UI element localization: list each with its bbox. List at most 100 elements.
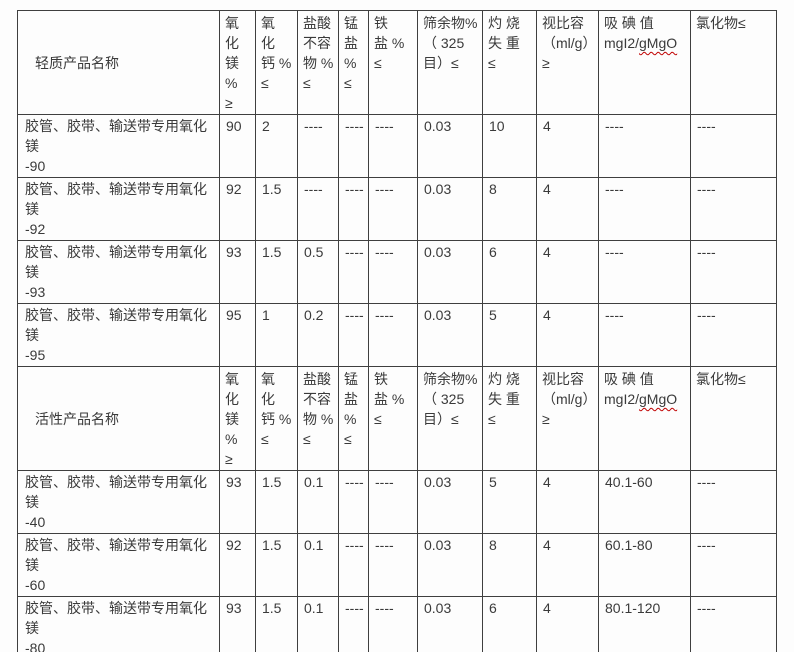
value-cell: 5 (482, 303, 537, 367)
column-header: 氯化物≤ (690, 366, 777, 471)
spellcheck-underlined-text: gMgO (639, 35, 678, 51)
table-row: 胶管、胶带、输送带专用氧化镁 -90 90 2 ---- ---- ---- 0… (17, 114, 777, 178)
column-header: 氧 化 钙 % ≤ (255, 366, 298, 471)
column-label: 视比容 （ml/g） ≥ (542, 15, 597, 71)
column-label: 锰 盐 % ≤ (344, 15, 358, 91)
product-name: 胶管、胶带、输送带专用氧化镁 (25, 537, 207, 573)
value-cell: ---- (368, 177, 418, 241)
column-label: 筛余物% （ 325 目）≤ (423, 15, 478, 71)
table-row: 胶管、胶带、输送带专用氧化镁 -80 93 1.5 0.1 ---- ---- … (17, 596, 777, 652)
value-cell: ---- (338, 177, 369, 241)
value-cell: 1.5 (255, 240, 298, 304)
value-cell: 92 (219, 177, 256, 241)
spec-table: 轻质产品名称 氧 化 镁 % ≥ 氧 化 钙 % ≤ 盐酸 不容 物 % ≤ 锰… (17, 10, 777, 652)
value-cell: ---- (690, 303, 777, 367)
column-label: 氧 化 钙 % ≤ (261, 371, 292, 447)
value-cell: ---- (690, 240, 777, 304)
value-cell: 1.5 (255, 470, 298, 534)
column-header: 锰 盐 % ≤ (338, 366, 369, 471)
value-cell: ---- (338, 470, 369, 534)
section-name-header: 轻质产品名称 (17, 10, 220, 115)
value-cell: ---- (690, 470, 777, 534)
column-header: 盐酸 不容 物 % ≤ (297, 10, 339, 115)
product-model: -93 (25, 284, 46, 300)
product-name: 胶管、胶带、输送带专用氧化镁 (25, 600, 207, 636)
column-header: 氯化物≤ (690, 10, 777, 115)
product-name: 胶管、胶带、输送带专用氧化镁 (25, 474, 207, 510)
value-cell: 0.1 (297, 470, 339, 534)
column-label: 吸 碘 值 mgI2/ (604, 15, 654, 51)
value-cell: ---- (368, 303, 418, 367)
value-cell: 0.03 (417, 596, 483, 652)
value-cell: 4 (536, 596, 599, 652)
column-label: 锰 盐 % ≤ (344, 371, 358, 447)
value-cell: 4 (536, 533, 599, 597)
value-cell: 0.1 (297, 596, 339, 652)
column-header: 氧 化 钙 % ≤ (255, 10, 298, 115)
column-label: 灼 烧 失 重 ≤ (488, 371, 520, 427)
column-label: 氯化物≤ (696, 15, 746, 31)
column-header: 吸 碘 值 mgI2/gMgO (598, 10, 691, 115)
value-cell: ---- (368, 240, 418, 304)
value-cell: ---- (598, 303, 691, 367)
value-cell: 90 (219, 114, 256, 178)
value-cell: 0.5 (297, 240, 339, 304)
value-cell: 92 (219, 533, 256, 597)
column-header: 灼 烧 失 重 ≤ (482, 366, 537, 471)
value-cell: 8 (482, 533, 537, 597)
value-cell: 1 (255, 303, 298, 367)
column-label: 视比容 （ml/g） ≥ (542, 371, 597, 427)
value-cell: 80.1-120 (598, 596, 691, 652)
value-cell: 93 (219, 596, 256, 652)
value-cell: ---- (368, 533, 418, 597)
spec-table-body: 轻质产品名称 氧 化 镁 % ≥ 氧 化 钙 % ≤ 盐酸 不容 物 % ≤ 锰… (17, 10, 777, 652)
table-row: 胶管、胶带、输送带专用氧化镁 -92 92 1.5 ---- ---- ----… (17, 177, 777, 241)
spellcheck-underlined-text: gMgO (639, 391, 678, 407)
column-header: 视比容 （ml/g） ≥ (536, 10, 599, 115)
value-cell: 1.5 (255, 533, 298, 597)
value-cell: ---- (368, 114, 418, 178)
product-name-cell: 胶管、胶带、输送带专用氧化镁 -90 (17, 114, 220, 178)
product-model: -90 (25, 158, 46, 174)
column-label: 筛余物% （ 325 目）≤ (423, 371, 478, 427)
value-cell: 40.1-60 (598, 470, 691, 534)
value-cell: ---- (690, 177, 777, 241)
column-label: 铁 盐 % ≤ (374, 15, 405, 71)
column-label: 氧 化 镁 % ≥ (225, 15, 239, 111)
value-cell: ---- (297, 177, 339, 241)
table-header-row: 轻质产品名称 氧 化 镁 % ≥ 氧 化 钙 % ≤ 盐酸 不容 物 % ≤ 锰… (17, 10, 777, 115)
value-cell: 0.03 (417, 114, 483, 178)
value-cell: 0.03 (417, 303, 483, 367)
column-header: 筛余物% （ 325 目）≤ (417, 10, 483, 115)
value-cell: ---- (368, 470, 418, 534)
table-row: 胶管、胶带、输送带专用氧化镁 -60 92 1.5 0.1 ---- ---- … (17, 533, 777, 597)
value-cell: ---- (690, 596, 777, 652)
value-cell: 6 (482, 240, 537, 304)
column-header: 吸 碘 值 mgI2/gMgO (598, 366, 691, 471)
value-cell: ---- (690, 114, 777, 178)
column-header: 氧 化 镁 % ≥ (219, 10, 256, 115)
product-name-cell: 胶管、胶带、输送带专用氧化镁 -93 (17, 240, 220, 304)
product-model: -92 (25, 221, 46, 237)
value-cell: 4 (536, 177, 599, 241)
column-label: 盐酸 不容 物 % ≤ (303, 15, 334, 91)
value-cell: ---- (338, 533, 369, 597)
column-label: 氧 化 钙 % ≤ (261, 15, 292, 91)
value-cell: 6 (482, 596, 537, 652)
product-name-cell: 胶管、胶带、输送带专用氧化镁 -80 (17, 596, 220, 652)
value-cell: 93 (219, 240, 256, 304)
column-header: 氧 化 镁 % ≥ (219, 366, 256, 471)
value-cell: ---- (598, 177, 691, 241)
column-header: 灼 烧 失 重 ≤ (482, 10, 537, 115)
column-header: 铁 盐 % ≤ (368, 366, 418, 471)
product-name-cell: 胶管、胶带、输送带专用氧化镁 -95 (17, 303, 220, 367)
value-cell: ---- (297, 114, 339, 178)
value-cell: 5 (482, 470, 537, 534)
product-name: 胶管、胶带、输送带专用氧化镁 (25, 181, 207, 217)
product-name: 胶管、胶带、输送带专用氧化镁 (25, 244, 207, 280)
column-label: 灼 烧 失 重 ≤ (488, 15, 520, 71)
column-label: 氯化物≤ (696, 371, 746, 387)
product-name: 胶管、胶带、输送带专用氧化镁 (25, 307, 207, 343)
value-cell: 95 (219, 303, 256, 367)
